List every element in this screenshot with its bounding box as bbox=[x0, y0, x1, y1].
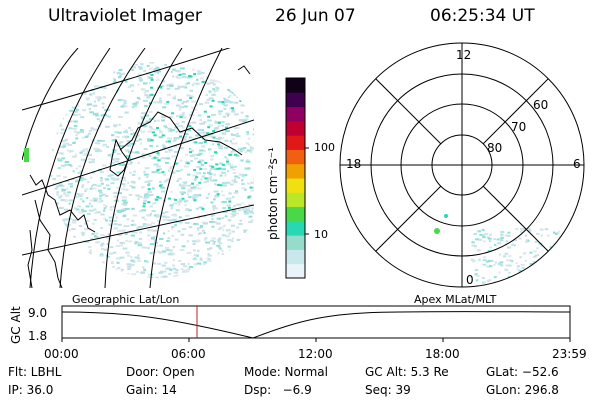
colorbar-band bbox=[286, 263, 305, 279]
status-door: Door: Open bbox=[126, 365, 195, 379]
colorbar-unit-label: photon cm⁻²s⁻¹ bbox=[266, 147, 280, 240]
status-seq: Seq: 39 bbox=[365, 383, 411, 397]
colorbar-band bbox=[286, 178, 305, 193]
colorbar-band bbox=[286, 249, 305, 265]
timeline-plot bbox=[61, 305, 571, 342]
timeline-xtick-2: 12:00 bbox=[298, 347, 333, 361]
mlt-label-12: 12 bbox=[456, 48, 472, 62]
colorbar-band bbox=[286, 235, 305, 250]
mlat-label-70: 70 bbox=[511, 120, 527, 134]
lat-lon-grid bbox=[22, 48, 254, 288]
colorbar bbox=[286, 78, 305, 279]
mlt-label-18: 18 bbox=[346, 157, 362, 171]
status-gc-alt: GC Alt: 5.3 Re bbox=[365, 365, 449, 379]
timeline-ylabel: GC Alt bbox=[9, 306, 23, 344]
timeline-right-title: Apex MLat/MLT bbox=[414, 293, 497, 306]
timeline-xtick-3: 18:00 bbox=[425, 347, 460, 361]
colorbar-band bbox=[286, 163, 305, 179]
colorbar-band bbox=[286, 92, 305, 108]
polar-plot bbox=[339, 42, 585, 288]
timeline-ytick-max: 9.0 bbox=[28, 306, 48, 320]
mlat-label-80: 80 bbox=[487, 141, 503, 155]
timeline-xtick-0: 00:00 bbox=[44, 347, 79, 361]
status-mode: Mode: Normal bbox=[244, 365, 328, 379]
timeline-xtick-4: 23:59 bbox=[552, 347, 587, 361]
status-glon: GLon: 296.8 bbox=[486, 383, 559, 397]
colorbar-band bbox=[286, 149, 305, 165]
colorbar-band bbox=[286, 206, 305, 222]
mlat-label-60: 60 bbox=[533, 98, 549, 112]
colorbar-band bbox=[286, 135, 305, 150]
colorbar-tick-100: 100 bbox=[314, 141, 335, 154]
status-glat: GLat: −52.6 bbox=[486, 365, 559, 379]
coastline bbox=[27, 65, 251, 288]
mlt-label-6: 6 bbox=[573, 157, 581, 171]
colorbar-ticks bbox=[285, 77, 309, 279]
timeline-xtick-1: 06:00 bbox=[171, 347, 206, 361]
colorbar-tick-10: 10 bbox=[314, 228, 328, 241]
time-label: 06:25:34 UT bbox=[430, 6, 535, 26]
colorbar-band bbox=[286, 106, 305, 122]
colorbar-band bbox=[286, 78, 305, 93]
status-dsp: Dsp: −6.9 bbox=[244, 383, 312, 397]
status-filter: Flt: LBHL bbox=[8, 365, 62, 379]
date-label: 26 Jun 07 bbox=[275, 6, 356, 26]
status-ip: IP: 36.0 bbox=[8, 383, 54, 397]
timeline-left-title: Geographic Lat/Lon bbox=[72, 293, 180, 306]
mlt-label-0: 0 bbox=[466, 273, 474, 287]
instrument-title: Ultraviolet Imager bbox=[48, 6, 202, 26]
colorbar-band bbox=[286, 192, 305, 208]
status-gain: Gain: 14 bbox=[126, 383, 177, 397]
timeline-ytick-min: 1.8 bbox=[28, 329, 48, 343]
colorbar-band bbox=[286, 220, 305, 236]
colorbar-band bbox=[286, 120, 305, 136]
